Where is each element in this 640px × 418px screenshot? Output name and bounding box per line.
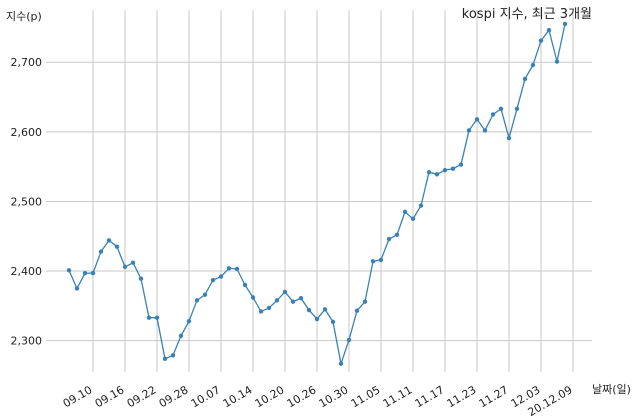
data-point [298, 296, 304, 301]
x-tick-label: 09.16 [93, 383, 127, 410]
data-point [290, 299, 296, 304]
x-tick-label: 09.22 [125, 383, 159, 410]
data-point [442, 167, 448, 173]
data-point [402, 209, 408, 215]
data-point [514, 106, 520, 112]
data-point [482, 128, 488, 133]
data-point [306, 307, 312, 313]
data-point [554, 59, 560, 64]
data-point [338, 361, 344, 366]
data-point [330, 319, 336, 325]
x-tick-label: 10.30 [317, 383, 351, 410]
data-point [322, 307, 328, 312]
data-point [178, 333, 184, 338]
data-point [138, 276, 144, 281]
data-point [106, 238, 112, 243]
x-axis-label: 날짜(일) [592, 382, 631, 396]
data-point [450, 166, 456, 171]
x-tick-label: 09.10 [61, 383, 95, 410]
data-point [370, 259, 376, 264]
x-tick-label: 11.11 [381, 383, 415, 410]
data-point [530, 62, 536, 68]
x-tick-label: 10.26 [285, 383, 319, 410]
x-tick-label: 11.23 [445, 383, 479, 410]
data-point [474, 117, 480, 122]
data-point [130, 260, 136, 265]
x-axis-ticks: 09.1009.1609.2209.2810.0710.1410.2010.26… [61, 383, 575, 418]
x-tick-label: 11.05 [349, 383, 383, 410]
data-point [114, 244, 120, 249]
data-point [418, 203, 424, 208]
data-point [522, 76, 528, 82]
data-point [498, 106, 504, 112]
data-point [234, 266, 240, 272]
data-point [346, 337, 352, 343]
data-point [562, 21, 568, 27]
grid [46, 10, 592, 372]
data-point [394, 232, 400, 238]
data-point [410, 216, 416, 222]
x-tick-label: 10.20 [253, 383, 287, 410]
data-point [250, 295, 256, 300]
data-point [266, 305, 272, 311]
data-point [362, 299, 368, 304]
data-point [146, 315, 152, 320]
x-tick-label: 11.17 [413, 383, 447, 410]
data-point [154, 315, 160, 320]
data-point [90, 270, 96, 276]
data-point [226, 266, 232, 271]
y-tick-label: 2,600 [11, 126, 43, 139]
data-point [242, 282, 248, 288]
data-point [386, 236, 392, 242]
x-tick-label: 10.14 [221, 383, 255, 410]
data-point [82, 270, 88, 276]
data-point [282, 289, 288, 295]
data-point [66, 268, 72, 273]
data-point [490, 112, 496, 117]
data-point [434, 172, 440, 177]
x-tick-label: 09.28 [157, 383, 191, 410]
y-tick-label: 2,700 [11, 56, 43, 69]
data-point [210, 277, 216, 283]
data-point [354, 308, 360, 313]
y-tick-label: 2,400 [11, 265, 43, 278]
data-point [194, 298, 200, 303]
x-tick-label: 10.07 [189, 383, 223, 410]
data-point [202, 292, 208, 297]
data-point [258, 309, 264, 314]
chart-title: kospi 지수, 최근 3개월 [462, 7, 592, 22]
data-point [218, 274, 224, 279]
data-point [506, 135, 512, 141]
x-tick-label: 11.27 [477, 383, 511, 410]
data-point [378, 257, 384, 263]
data-point [466, 128, 472, 133]
data-point [98, 249, 104, 254]
data-point [170, 353, 176, 358]
data-point [186, 318, 192, 324]
y-axis-ticks: 2,300 2,400 2,500 2,600 2,700 [11, 56, 43, 347]
data-point [458, 162, 464, 167]
data-point [274, 298, 280, 303]
data-point [426, 170, 432, 175]
y-axis-label: 지수(p) [6, 10, 42, 23]
data-point [538, 38, 544, 43]
y-tick-label: 2,500 [11, 195, 43, 208]
y-tick-label: 2,300 [11, 335, 43, 348]
data-point [122, 264, 128, 270]
data-point [74, 286, 80, 291]
data-point [162, 356, 168, 361]
series [66, 21, 568, 367]
data-point [546, 27, 552, 33]
data-point [314, 316, 320, 322]
